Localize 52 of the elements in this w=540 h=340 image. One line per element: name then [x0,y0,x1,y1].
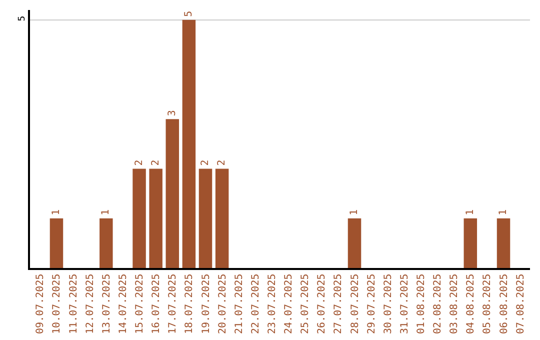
data-label: 1 [50,209,62,216]
x-tick-label: 31.07.2025 [399,274,410,334]
x-tick-label: 03.08.2025 [449,274,460,334]
x-tick-label: 19.07.2025 [200,274,212,334]
bar [496,218,510,268]
data-label: 5 [183,10,194,17]
data-label: 1 [349,209,360,216]
data-label: 2 [200,160,211,166]
data-label: 2 [134,160,145,166]
x-tick-label: 06.08.2025 [498,274,510,334]
x-tick-label: 12.07.2025 [84,274,96,334]
bar [215,168,229,268]
bar [198,168,212,268]
x-tick-label: 15.07.2025 [134,274,146,334]
x-tick-label: 04.08.2025 [466,274,477,334]
x-tick-label: 30.07.2025 [382,274,394,334]
x-tick-label: 29.07.2025 [366,274,378,334]
data-label: 1 [464,209,476,216]
x-tick-label: 18.07.2025 [184,274,196,334]
bar [100,218,113,268]
x-tick-label: 24.07.2025 [284,274,295,334]
x-tick-label: 02.08.2025 [432,274,444,334]
data-label: 1 [100,209,112,216]
x-tick-label: 10.07.2025 [52,274,63,334]
x-tick-label: 07.08.2025 [515,274,526,334]
x-tick-label: 09.07.2025 [35,274,46,334]
bar [464,218,478,268]
x-tick-label: 26.07.2025 [316,274,328,334]
bar [348,218,362,268]
x-tick-label: 11.07.2025 [68,274,80,334]
x-tick-label: 20.07.2025 [217,274,228,334]
x-tick-label: 05.08.2025 [482,274,494,334]
x-tick-label: 13.07.2025 [101,274,112,334]
data-label: 1 [498,209,510,216]
x-tick-label: 14.07.2025 [118,274,129,334]
data-label: 3 [166,110,178,116]
x-tick-label: 27.07.2025 [333,274,344,334]
x-tick-label: 21.07.2025 [234,274,245,334]
bar [149,168,162,268]
bar [132,168,146,268]
x-tick-label: 17.07.2025 [168,274,179,334]
x-tick-label: 23.07.2025 [266,274,278,334]
data-label: 2 [216,160,228,166]
bar [50,218,64,268]
x-tick-label: 01.08.2025 [416,274,427,334]
x-tick-label: 22.07.2025 [250,274,262,334]
x-tick-label: 28.07.2025 [350,274,361,334]
bar [166,119,180,268]
x-tick-label: 16.07.2025 [151,274,162,334]
x-tick-label: 25.07.2025 [300,274,312,334]
data-label: 2 [150,160,162,166]
bar [182,20,196,268]
